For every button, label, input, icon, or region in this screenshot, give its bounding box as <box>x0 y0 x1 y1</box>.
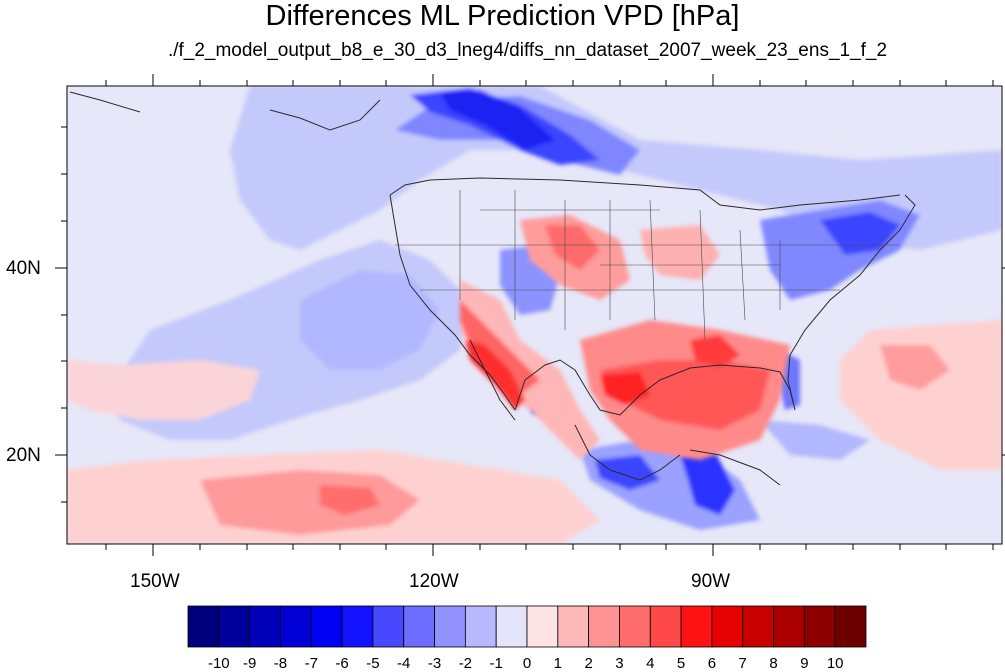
lon-label-90w: 90W <box>691 571 731 592</box>
colorbar-label: 10 <box>826 655 844 672</box>
colorbar-box <box>711 605 744 648</box>
colorbar-label: 8 <box>769 655 778 672</box>
state-borders <box>395 190 900 341</box>
colorbar-box <box>773 605 805 648</box>
colorbar-box <box>557 605 590 648</box>
negative-anomaly-regions <box>110 86 1002 530</box>
lon-label-120w: 120W <box>409 571 459 592</box>
colorbar-box <box>588 605 620 648</box>
colorbar-box <box>403 605 435 648</box>
map-title: Differences ML Prediction VPD [hPa] <box>265 0 740 32</box>
colorbar-label: -3 <box>427 655 442 672</box>
colorbar-label: -10 <box>207 655 230 672</box>
colorbar-label: 9 <box>800 655 809 672</box>
colorbar-label: 7 <box>738 655 747 672</box>
lat-label-20n: 20N <box>6 445 41 466</box>
colorbar-box <box>834 605 867 648</box>
coastlines <box>69 91 916 486</box>
colorbar-box <box>218 605 251 648</box>
vpd-difference-field <box>67 86 1002 544</box>
colorbar-label: 5 <box>676 655 686 672</box>
colorbar-box <box>464 605 497 648</box>
colorbar-label: -7 <box>304 655 318 672</box>
colorbar <box>187 605 867 648</box>
colorbar-label: -2 <box>458 655 473 672</box>
positive-anomaly-regions <box>67 215 1002 544</box>
colorbar-box <box>526 605 559 648</box>
colorbar-box <box>649 605 682 648</box>
colorbar-box <box>249 605 281 648</box>
colorbar-label: 6 <box>707 655 717 672</box>
colorbar-box <box>434 605 466 648</box>
map-subtitle: ./f_2_model_output_b8_e_30_d3_lneg4/diff… <box>167 40 888 61</box>
colorbar-label: -9 <box>242 655 257 672</box>
colorbar-label: 1 <box>553 655 562 672</box>
colorbar-label: 3 <box>615 655 624 672</box>
colorbar-box <box>619 605 651 648</box>
colorbar-label: -8 <box>273 655 288 672</box>
colorbar-label: -1 <box>489 655 503 672</box>
colorbar-label: 4 <box>646 655 655 672</box>
colorbar-box <box>803 605 836 648</box>
colorbar-label: 0 <box>522 655 532 672</box>
colorbar-label: -5 <box>366 655 380 672</box>
colorbar-label: -6 <box>335 655 349 672</box>
colorbar-box <box>280 605 312 648</box>
colorbar-label: 2 <box>584 655 593 672</box>
colorbar-box <box>372 605 405 648</box>
colorbar-label: -4 <box>397 655 411 672</box>
colorbar-box <box>680 605 713 648</box>
colorbar-box <box>187 605 220 648</box>
lat-label-40n: 40N <box>6 258 41 279</box>
colorbar-box <box>341 605 374 648</box>
colorbar-box <box>742 605 774 648</box>
colorbar-box <box>310 605 343 648</box>
colorbar-box <box>495 605 528 648</box>
lon-label-150w: 150W <box>130 571 180 592</box>
